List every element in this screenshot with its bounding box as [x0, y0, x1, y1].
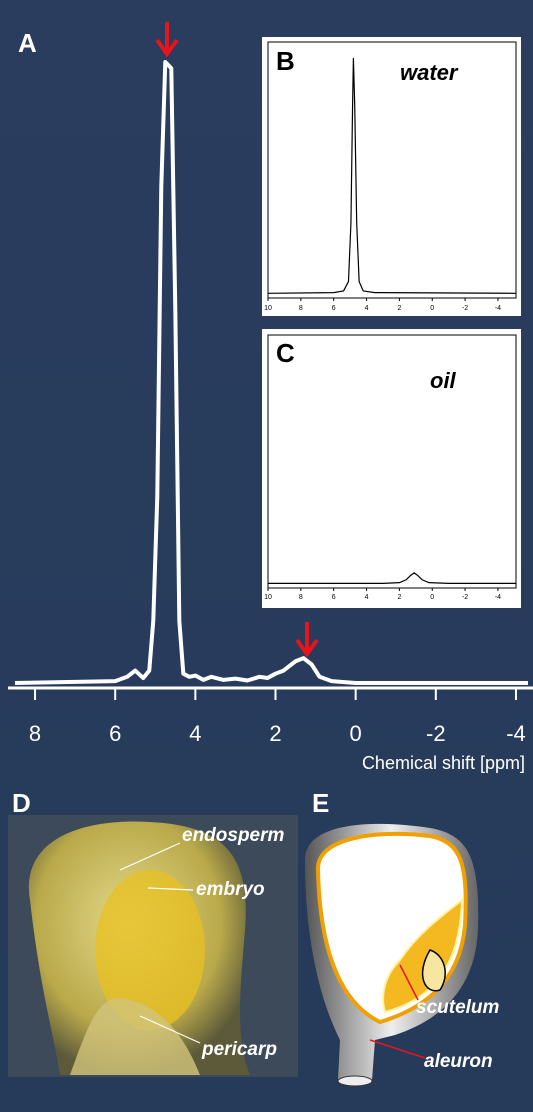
panel-label: E	[312, 788, 329, 818]
x-tick-label: 6	[332, 305, 336, 312]
diagram-pointers	[369, 964, 426, 1059]
x-tick-label: -2	[462, 305, 468, 312]
spectrum-line	[268, 572, 516, 584]
x-tick-label: 2	[397, 594, 401, 601]
x-tick-label: -2	[462, 594, 468, 601]
x-tick-label: 8	[299, 594, 303, 601]
x-tick-label: 0	[430, 305, 434, 312]
spectrum-line	[14, 60, 528, 685]
x-tick-label: 8	[29, 721, 41, 746]
x-tick-label: 2	[269, 721, 281, 746]
x-tick-label: 4	[365, 594, 369, 601]
inset-title: water	[400, 60, 459, 85]
x-tick-label: 0	[350, 721, 362, 746]
annotation: endosperm	[182, 825, 285, 846]
panel-label: A	[18, 28, 37, 58]
x-tick-label: 6	[332, 594, 336, 601]
plot-frame	[267, 334, 517, 589]
kernel-photo	[8, 815, 298, 1077]
x-tick-label: -4	[506, 721, 526, 746]
spectrum-line	[267, 57, 517, 294]
x-axis-label: Chemical shift [ppm]	[362, 753, 525, 773]
panel-label: B	[276, 46, 295, 76]
annotation: embryo	[196, 879, 265, 900]
x-tick-label: 8	[299, 305, 303, 312]
annotation: aleuron	[424, 1051, 493, 1072]
annotation: scutelum	[416, 997, 500, 1018]
x-tick-label: -4	[495, 594, 501, 601]
x-tick-label: 4	[189, 721, 201, 746]
inset-c	[262, 329, 521, 608]
kernel-diagram	[305, 823, 479, 1087]
annotation: pericarp	[201, 1039, 277, 1060]
panel-label: D	[12, 788, 31, 818]
x-tick-label: -2	[426, 721, 446, 746]
x-tick-label: 4	[365, 305, 369, 312]
inset-title: oil	[430, 368, 457, 393]
x-tick-label: 2	[397, 305, 401, 312]
x-tick-label: 0	[430, 594, 434, 601]
panel-label: C	[276, 338, 295, 368]
photo-pointers	[119, 842, 201, 1044]
peak-arrows	[155, 22, 319, 658]
x-tick-label: 10	[264, 305, 272, 312]
inset-b	[262, 37, 521, 316]
x-tick-label: 10	[264, 594, 272, 601]
x-tick-label: 6	[109, 721, 121, 746]
plot-frame	[267, 41, 517, 299]
x-tick-label: -4	[495, 305, 501, 312]
